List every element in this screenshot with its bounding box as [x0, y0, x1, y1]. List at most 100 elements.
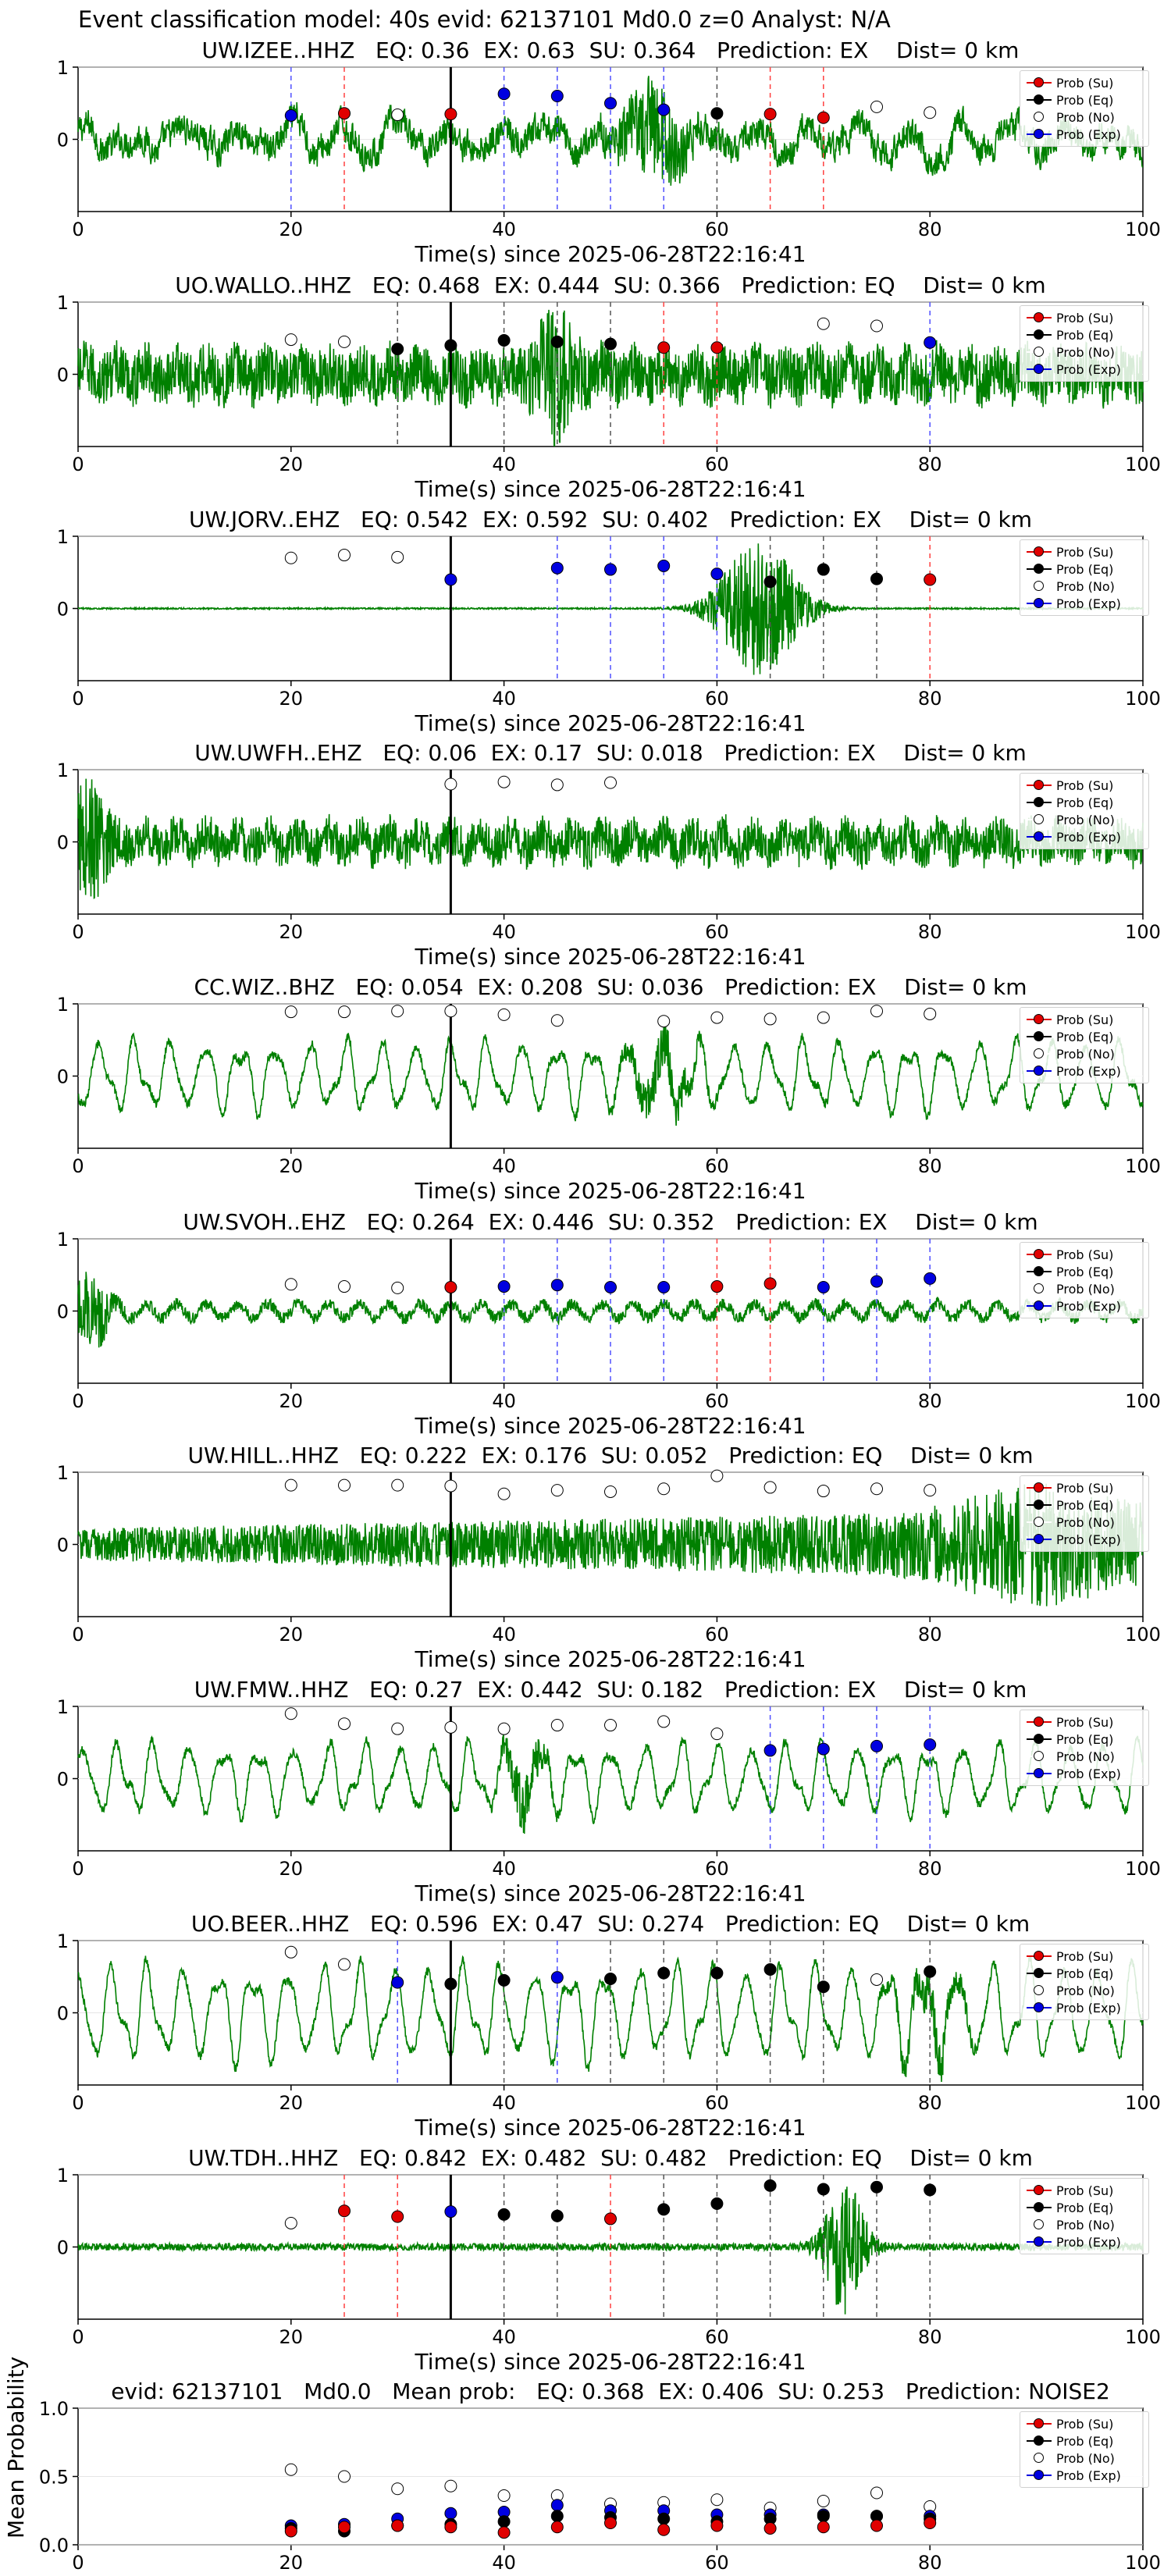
legend-dot	[1034, 564, 1044, 574]
y-tick-label: 1	[57, 1229, 69, 1251]
x-tick-label: 80	[918, 688, 942, 710]
x-tick-label: 100	[1125, 2552, 1161, 2574]
y-tick-label: 0	[57, 2237, 69, 2259]
x-tick-label: 0	[72, 921, 84, 943]
prob-point-eq	[550, 335, 564, 348]
x-tick-label: 60	[705, 2092, 729, 2114]
legend-line	[1027, 1487, 1052, 1489]
legend-label: Prob (Su)	[1056, 1480, 1114, 1496]
legend-item: Prob (No)	[1025, 1045, 1144, 1062]
legend-line	[1027, 1521, 1052, 1523]
x-tick-label: 60	[705, 454, 729, 475]
prob-point-no	[817, 1485, 830, 1498]
x-tick-label: 40	[492, 1624, 516, 1646]
x-axis-label: Time(s) since 2025-06-28T22:16:41	[415, 710, 806, 736]
legend-line	[1027, 2241, 1052, 2243]
legend-marker	[1025, 2450, 1053, 2467]
prob-point-no	[497, 1008, 511, 1021]
legend-marker	[1025, 560, 1053, 578]
legend-dot	[1034, 1031, 1044, 1041]
y-tick-label: 1	[57, 1462, 69, 1484]
panel-title: UW.UWFH..EHZ EQ: 0.06 EX: 0.17 SU: 0.018…	[194, 740, 1027, 766]
prob-point-eq	[870, 2180, 883, 2194]
mean-point-eq	[817, 2510, 830, 2523]
legend-label: Prob (No)	[1056, 1281, 1115, 1297]
legend-item: Prob (Exp)	[1025, 1531, 1144, 1548]
prob-point-su	[391, 2210, 404, 2223]
legend-marker	[1025, 1280, 1053, 1297]
legend: Prob (Su) Prob (Eq) Prob (No) Prob (Exp)	[1020, 70, 1149, 147]
prob-point-eq	[657, 1966, 671, 1980]
prob-point-no	[870, 1005, 883, 1018]
waveform-trace	[77, 543, 1144, 675]
legend-item: Prob (Exp)	[1025, 2467, 1144, 2484]
mean-point-exp	[870, 2510, 883, 2523]
legend-item: Prob (Exp)	[1025, 1062, 1144, 1080]
prob-point-no	[550, 1014, 564, 1027]
legend-item: Prob (Eq)	[1025, 560, 1144, 578]
prob-point-no	[284, 1707, 297, 1720]
prob-point-eq	[763, 2179, 777, 2192]
legend-marker	[1025, 1297, 1053, 1315]
x-tick-label: 0	[72, 688, 84, 710]
legend-item: Prob (Exp)	[1025, 2233, 1144, 2250]
legend-label: Prob (Su)	[1056, 75, 1114, 91]
legend-marker	[1025, 2182, 1053, 2199]
legend-dot	[1034, 546, 1044, 557]
prob-point-exp	[550, 1279, 564, 1292]
legend-label: Prob (No)	[1056, 1983, 1115, 1998]
legend-item: Prob (Su)	[1025, 2415, 1144, 2432]
prob-point-su	[604, 2212, 617, 2226]
figure-title: Event classification model: 40s evid: 62…	[78, 6, 891, 33]
legend-item: Prob (Eq)	[1025, 2199, 1144, 2216]
prob-point-exp	[444, 2205, 457, 2218]
prob-point-no	[338, 1717, 351, 1731]
x-tick-label: 40	[492, 2326, 516, 2348]
prob-point-su	[924, 573, 937, 586]
prob-point-exp	[870, 1739, 883, 1752]
legend: Prob (Su) Prob (Eq) Prob (No) Prob (Exp)	[1020, 2411, 1149, 2488]
legend-marker	[1025, 1713, 1053, 1731]
legend-dot	[1034, 598, 1044, 608]
x-tick-label: 60	[705, 688, 729, 710]
mean-point-su	[657, 2523, 671, 2536]
x-axis-label: Time(s) since 2025-06-28T22:16:41	[415, 1413, 806, 1439]
y-tick-label: 0	[57, 1066, 69, 1088]
x-tick-label: 0	[72, 1155, 84, 1177]
mean-point-no	[817, 2495, 830, 2507]
prob-point-no	[444, 1720, 457, 1734]
prob-point-eq	[710, 1966, 724, 1980]
x-tick-label: 20	[279, 1624, 304, 1646]
legend-line	[1027, 2423, 1052, 2425]
prob-point-no	[391, 1005, 404, 1018]
legend-line	[1027, 116, 1052, 118]
x-tick-label: 40	[492, 1155, 516, 1177]
legend-marker	[1025, 777, 1053, 794]
legend-label: Prob (Exp)	[1056, 2234, 1121, 2250]
prob-point-no	[338, 1005, 351, 1019]
legend-item: Prob (Eq)	[1025, 1263, 1144, 1280]
x-tick-label: 0	[72, 2092, 84, 2114]
panel-title: UW.JORV..EHZ EQ: 0.542 EX: 0.592 SU: 0.4…	[188, 507, 1033, 532]
mean-point-su	[870, 2519, 883, 2532]
panel-title: UW.IZEE..HHZ EQ: 0.36 EX: 0.63 SU: 0.364…	[201, 37, 1020, 63]
mean-point-eq	[763, 2512, 777, 2525]
mean-point-eq	[444, 2517, 457, 2531]
x-tick-label: 100	[1125, 688, 1161, 710]
legend-line	[1027, 1053, 1052, 1055]
legend-dot	[1034, 2453, 1044, 2463]
legend-label: Prob (Su)	[1056, 1948, 1114, 1964]
prob-point-no	[497, 1487, 511, 1500]
legend-line	[1027, 802, 1052, 803]
mean-point-eq	[338, 2524, 351, 2538]
y-axis-label: Mean Probability	[3, 2356, 29, 2539]
prob-point-no	[710, 1011, 724, 1024]
legend-label: Prob (Exp)	[1056, 596, 1121, 611]
legend-label: Prob (Eq)	[1056, 1264, 1114, 1279]
legend-item: Prob (No)	[1025, 811, 1144, 828]
legend-item: Prob (Su)	[1025, 1246, 1144, 1263]
